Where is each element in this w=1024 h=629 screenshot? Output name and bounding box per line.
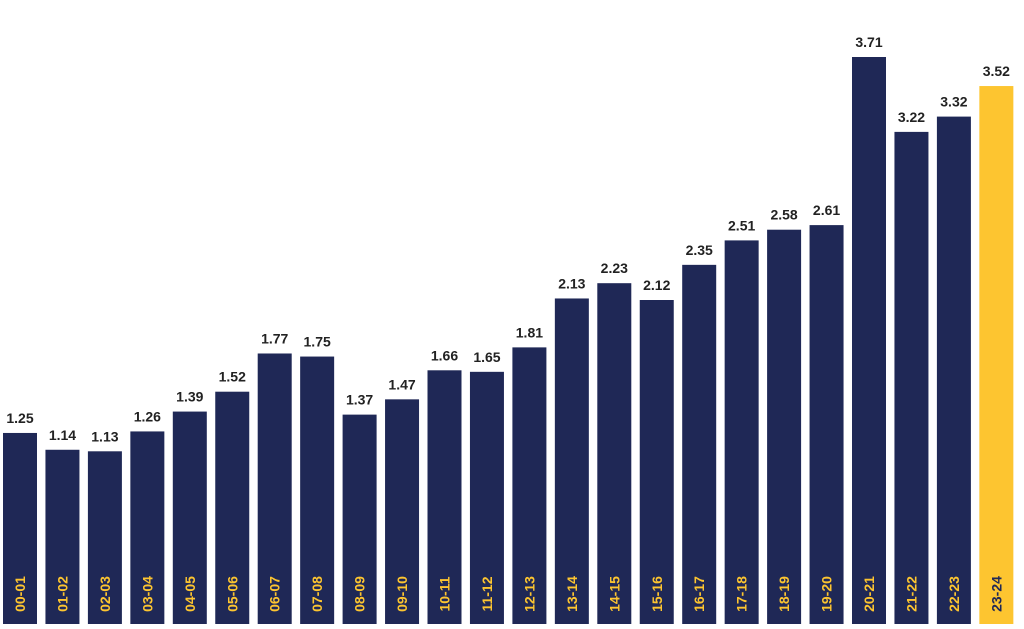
bar-23-24 <box>979 86 1014 625</box>
bar-08-09 <box>342 414 377 624</box>
bar-14-15 <box>597 283 632 624</box>
bar-21-22 <box>894 131 929 624</box>
category-label-08-09: 08-09 <box>352 576 368 612</box>
value-label-08-09: 1.37 <box>346 392 373 408</box>
bar-09-10 <box>385 399 420 624</box>
value-label-01-02: 1.14 <box>49 427 76 443</box>
category-label-22-23: 22-23 <box>946 576 962 612</box>
value-label-12-13: 1.81 <box>516 324 543 340</box>
bar-06-07 <box>257 353 292 624</box>
category-label-15-16: 15-16 <box>649 576 665 612</box>
category-label-23-24: 23-24 <box>988 576 1004 612</box>
category-label-16-17: 16-17 <box>691 576 707 612</box>
value-label-17-18: 2.51 <box>728 217 755 233</box>
value-label-02-03: 1.13 <box>91 428 118 444</box>
category-label-17-18: 17-18 <box>734 576 750 612</box>
bar-22-23 <box>936 116 971 624</box>
value-label-06-07: 1.77 <box>261 330 288 346</box>
value-label-19-20: 2.61 <box>813 202 840 218</box>
category-label-20-21: 20-21 <box>861 576 877 612</box>
bar-13-14 <box>554 298 589 624</box>
value-label-21-22: 3.22 <box>898 109 925 125</box>
category-label-19-20: 19-20 <box>819 576 835 612</box>
value-label-18-19: 2.58 <box>770 207 797 223</box>
bar-02-03 <box>87 451 122 624</box>
category-label-06-07: 06-07 <box>267 576 283 612</box>
category-label-03-04: 03-04 <box>139 576 155 612</box>
bar-15-16 <box>639 300 674 624</box>
bar-04-05 <box>172 411 207 624</box>
value-label-05-06: 1.52 <box>219 369 246 385</box>
value-label-04-05: 1.39 <box>176 389 203 405</box>
category-label-11-12: 11-12 <box>479 576 495 611</box>
value-label-14-15: 2.23 <box>601 260 628 276</box>
bar-05-06 <box>215 391 250 624</box>
category-label-00-01: 00-01 <box>12 576 28 612</box>
value-label-15-16: 2.12 <box>643 277 670 293</box>
category-label-18-19: 18-19 <box>776 576 792 612</box>
bar-01-02 <box>45 449 80 624</box>
bar-03-04 <box>130 431 165 624</box>
bar-07-08 <box>300 356 335 624</box>
category-label-07-08: 07-08 <box>309 576 325 612</box>
category-label-01-02: 01-02 <box>54 576 70 612</box>
bar-18-19 <box>767 229 802 624</box>
category-label-09-10: 09-10 <box>394 576 410 612</box>
bar-00-01 <box>3 432 37 624</box>
bar-19-20 <box>809 225 844 625</box>
value-label-23-24: 3.52 <box>983 63 1010 79</box>
bar-16-17 <box>682 264 717 624</box>
category-label-14-15: 14-15 <box>606 576 622 612</box>
bar-20-21 <box>852 57 886 624</box>
category-label-04-05: 04-05 <box>182 576 198 612</box>
bar-11-12 <box>469 371 504 624</box>
value-label-09-10: 1.47 <box>388 376 415 392</box>
bar-17-18 <box>724 240 759 624</box>
category-label-13-14: 13-14 <box>564 576 580 612</box>
category-label-05-06: 05-06 <box>224 576 240 612</box>
bar-12-13 <box>512 347 547 624</box>
value-label-20-21: 3.71 <box>855 34 882 50</box>
category-label-02-03: 02-03 <box>97 576 113 612</box>
value-label-03-04: 1.26 <box>134 408 161 424</box>
category-label-12-13: 12-13 <box>521 576 537 612</box>
value-label-13-14: 2.13 <box>558 275 585 291</box>
bar-10-11 <box>427 370 462 624</box>
category-label-21-22: 21-22 <box>903 576 919 612</box>
value-label-16-17: 2.35 <box>686 242 713 258</box>
value-label-10-11: 1.66 <box>431 347 458 363</box>
value-label-11-12: 1.65 <box>473 349 500 365</box>
category-label-10-11: 10-11 <box>437 576 453 611</box>
value-label-22-23: 3.32 <box>940 94 967 110</box>
value-label-00-01: 1.25 <box>6 410 33 426</box>
value-label-07-08: 1.75 <box>304 334 331 350</box>
